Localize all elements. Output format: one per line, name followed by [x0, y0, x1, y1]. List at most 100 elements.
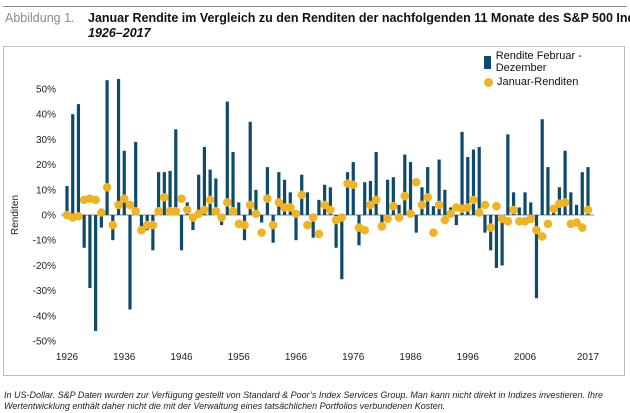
dot-january-1971 — [320, 200, 329, 210]
bar-feb-dec-1978 — [363, 182, 367, 215]
dot-january-1943 — [160, 193, 169, 202]
bar-feb-dec-1961 — [265, 167, 269, 215]
bar-feb-dec-2004 — [511, 192, 516, 215]
dot-january-1998 — [474, 208, 484, 217]
bar-feb-dec-1998 — [477, 146, 481, 215]
dot-january-1936 — [119, 194, 129, 203]
dot-january-1989 — [423, 193, 432, 202]
dot-january-1986 — [406, 209, 415, 219]
bar-feb-dec-1970 — [317, 199, 321, 215]
bar-feb-dec-1985 — [403, 154, 407, 215]
chart-canvas: 50% 40% 30% 20% 10% 0% -10% -20% -30% -40% -50% Ren… — [10, 78, 600, 363]
x-tick-label: 2017 — [577, 352, 600, 363]
bar-feb-dec-1929 — [82, 215, 86, 248]
bar-feb-dec-2000 — [489, 215, 493, 251]
bar-feb-dec-1968 — [305, 192, 310, 215]
dot-january-1978 — [360, 225, 370, 235]
dot-january-1950 — [200, 205, 209, 215]
dot-january-2001 — [492, 201, 501, 211]
dot-january-1962 — [268, 220, 278, 230]
dot-january-1972 — [326, 205, 335, 215]
bar-feb-dec-1973 — [334, 215, 338, 248]
dot-january-1974 — [337, 213, 347, 222]
bar-feb-dec-2010 — [546, 167, 550, 215]
dot-january-1954 — [223, 198, 232, 207]
chart-frame — [3, 46, 625, 376]
dot-january-1960 — [257, 228, 266, 237]
dot-january-1955 — [228, 206, 238, 216]
y-tick-label: -50% — [33, 337, 56, 348]
legend-label-dots: Januar-Renditen — [497, 76, 579, 88]
dot-january-1997 — [469, 195, 478, 205]
dot-january-2003 — [503, 217, 513, 226]
bar-feb-dec-1955 — [231, 152, 235, 215]
dot-january-2008 — [532, 225, 541, 235]
bar-feb-dec-1992 — [443, 189, 447, 215]
bar-feb-dec-1942 — [157, 172, 161, 215]
bar-feb-dec-2003 — [506, 134, 510, 215]
dot-january-1961 — [263, 194, 272, 203]
bar-feb-dec-1971 — [323, 184, 327, 215]
top-rule — [3, 6, 627, 7]
dot-january-1988 — [417, 200, 427, 210]
chart-subtitle: 1926–2017 — [88, 26, 151, 40]
bar-feb-dec-1974 — [340, 215, 344, 280]
bar-feb-dec-1966 — [294, 215, 298, 241]
bar-feb-dec-2013 — [563, 150, 567, 215]
bar-feb-dec-1975 — [345, 172, 350, 215]
bar-feb-dec-2009 — [540, 119, 544, 215]
bar-feb-dec-1959 — [254, 189, 258, 215]
dot-january-1939 — [137, 225, 146, 235]
x-tick-label: 1946 — [170, 352, 193, 363]
dot-january-1983 — [389, 201, 398, 211]
bar-feb-dec-2005 — [517, 207, 521, 215]
dot-january-1979 — [366, 200, 375, 210]
bar-feb-dec-1927 — [71, 114, 75, 215]
bar-feb-dec-1956 — [237, 202, 241, 215]
dot-january-1991 — [434, 200, 444, 210]
dot-january-1952 — [211, 206, 221, 216]
bar-feb-dec-1986 — [408, 162, 413, 215]
dot-january-1976 — [348, 180, 358, 190]
x-tick-label: 1986 — [399, 352, 422, 363]
x-tick-label: 1976 — [342, 352, 365, 363]
bar-feb-dec-2015 — [574, 204, 579, 215]
bar-feb-dec-1958 — [248, 121, 252, 215]
x-tick-label: 2006 — [514, 352, 537, 363]
dot-january-1963 — [274, 198, 284, 207]
bar-feb-dec-1930 — [88, 215, 92, 289]
bar-feb-dec-1928 — [76, 104, 81, 215]
dot-january-1987 — [411, 177, 421, 187]
bar-feb-dec-1979 — [368, 180, 373, 215]
dot-january-1970 — [314, 229, 324, 239]
dot-january-1947 — [182, 205, 192, 215]
bar-feb-dec-1945 — [174, 129, 178, 215]
dot-january-1957 — [240, 220, 249, 230]
x-tick-label: 1926 — [56, 352, 79, 363]
x-tick-label: 1936 — [113, 352, 136, 363]
footnote: In US-Dollar. S&P Daten wurden zur Verfü… — [4, 390, 603, 411]
dot-january-1992 — [440, 215, 450, 225]
bar-feb-dec-1939 — [139, 215, 144, 228]
dot-january-1999 — [480, 200, 490, 210]
dot-january-1969 — [308, 213, 318, 222]
bar-feb-dec-1933 — [105, 80, 109, 216]
y-tick-label: 50% — [36, 85, 56, 96]
y-tick-label: 10% — [36, 185, 56, 196]
bar-feb-dec-1997 — [471, 149, 476, 215]
bar-feb-dec-2008 — [534, 215, 539, 299]
dot-january-1982 — [383, 214, 392, 224]
bar-feb-dec-1948 — [191, 215, 195, 231]
bar-feb-dec-1994 — [454, 215, 458, 226]
dot-january-2010 — [543, 219, 553, 229]
dot-january-2000 — [486, 223, 495, 232]
bar-feb-dec-2007 — [529, 202, 533, 215]
bar-feb-dec-1987 — [414, 215, 418, 233]
dot-january-1981 — [377, 222, 387, 231]
bar-feb-dec-1990 — [431, 206, 436, 215]
bar-feb-dec-1960 — [260, 215, 264, 223]
legend-label-bars: Rendite Februar - Dezember — [495, 50, 582, 74]
dot-january-1928 — [74, 211, 83, 221]
dot-january-1996 — [463, 203, 473, 212]
bar-feb-dec-1980 — [374, 152, 378, 215]
